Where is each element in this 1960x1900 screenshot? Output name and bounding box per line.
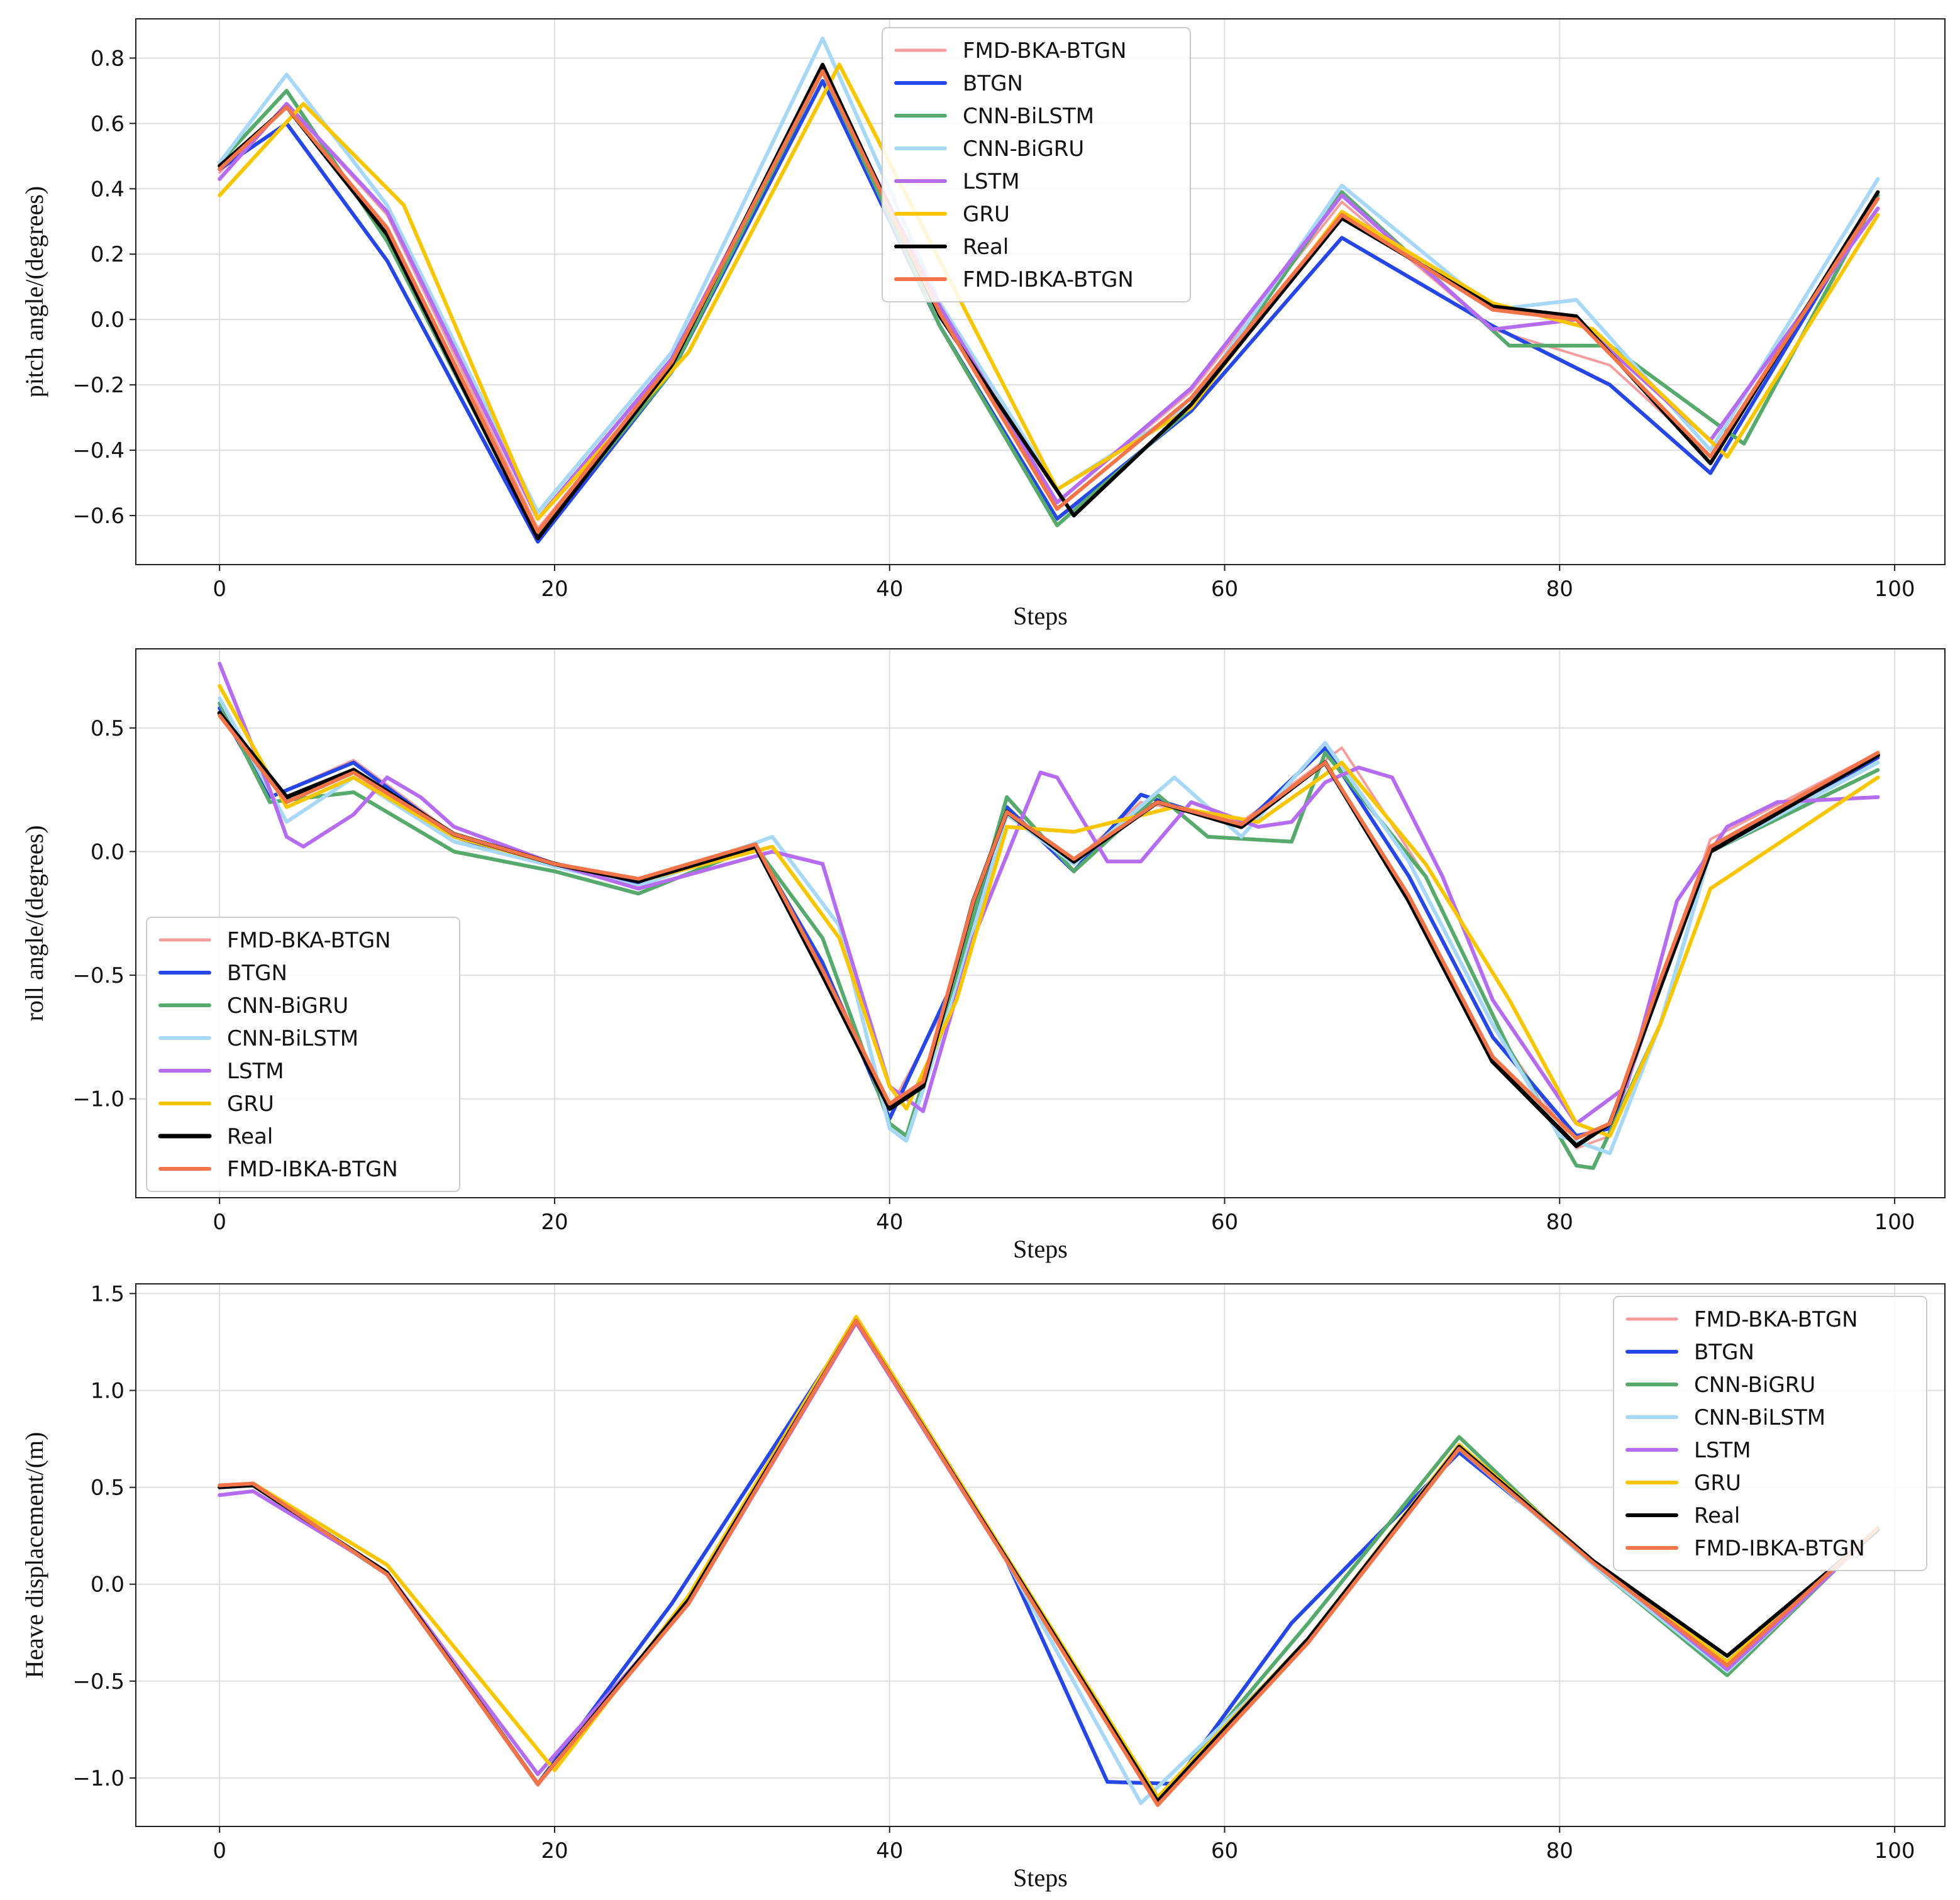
pitch-series-fmd-ibka-btgn	[218, 69, 1880, 534]
heave-ytick-label-0: −1.0	[72, 1766, 125, 1791]
roll-ytick-label-0: −1.0	[72, 1087, 125, 1112]
heave-legend: FMD-BKA-BTGN BTGN CNN-BiGRU CNN-BiLSTM LSTM G…	[1613, 1296, 1927, 1571]
pitch-ytick-label-0: −0.6	[72, 504, 125, 529]
pitch-ytick-label-4: 0.2	[91, 242, 125, 267]
pitch-ytick-label-1: −0.4	[72, 438, 125, 463]
plot-heave: 0 20 40 60 80 100 −1.0 −0.5 0.0 0.5 1.0 1.5 Steps Hea…	[20, 1281, 1946, 1892]
pitch-ylabel: pitch angle/(degrees)	[20, 186, 48, 398]
pitch-series-gru	[218, 62, 1880, 521]
heave-legend-label-7: FMD-IBKA-BTGN	[1694, 1536, 1865, 1561]
heave-ytick-label-2: 0.0	[91, 1572, 125, 1598]
roll-ytick-label-3: 0.5	[91, 716, 125, 741]
pitch-legend-label-0: FMD-BKA-BTGN	[963, 38, 1127, 64]
heave-legend-label-5: GRU	[1694, 1471, 1741, 1496]
pitch-xtick-label-5: 100	[1874, 577, 1915, 602]
pitch-series-real	[218, 62, 1880, 541]
roll-xtick-label-1: 20	[541, 1210, 568, 1235]
pitch-ytick-label-2: −0.2	[72, 373, 125, 398]
pitch-xtick-label-3: 60	[1211, 577, 1238, 602]
roll-ytick-label-1: −0.5	[72, 963, 125, 988]
pitch-legend-label-5: GRU	[963, 202, 1010, 227]
pitch-xlabel: Steps	[1013, 602, 1068, 630]
roll-ylabel: roll angle/(degrees)	[20, 825, 48, 1021]
heave-legend-label-2: CNN-BiGRU	[1694, 1373, 1815, 1398]
pitch-xtick-label-1: 20	[541, 577, 568, 602]
roll-xtick-label-0: 0	[213, 1210, 226, 1235]
roll-legend-label-4: LSTM	[227, 1059, 284, 1084]
heave-axes-frame	[135, 1283, 1946, 1827]
pitch-legend-label-2: CNN-BiLSTM	[963, 104, 1094, 129]
roll-series-lstm	[218, 661, 1880, 1125]
heave-ytick-label-1: −0.5	[72, 1669, 125, 1694]
roll-xtick-label-3: 60	[1211, 1210, 1238, 1235]
pitch-legend-label-7: FMD-IBKA-BTGN	[963, 267, 1134, 292]
pitch-axes-frame	[135, 18, 1946, 565]
pitch-legend-label-3: CNN-BiGRU	[963, 136, 1084, 162]
roll-xtick-label-5: 100	[1874, 1210, 1915, 1235]
pitch-ytick-label-7: 0.8	[91, 46, 125, 71]
pitch-xtick-label-4: 80	[1546, 577, 1573, 602]
roll-legend-label-0: FMD-BKA-BTGN	[227, 928, 391, 953]
roll-ytick-label-2: 0.0	[91, 839, 125, 864]
pitch-xtick-label-2: 40	[876, 577, 903, 602]
heave-legend-label-1: BTGN	[1694, 1340, 1754, 1365]
roll-legend-label-5: GRU	[227, 1091, 274, 1117]
heave-xtick-label-3: 60	[1211, 1838, 1238, 1864]
pitch-legend-label-4: LSTM	[963, 169, 1020, 194]
pitch-ytick-label-3: 0.0	[91, 307, 125, 333]
roll-legend-label-6: Real	[227, 1124, 273, 1149]
roll-xtick-label-2: 40	[876, 1210, 903, 1235]
roll-legend-label-2: CNN-BiGRU	[227, 993, 348, 1019]
roll-series-cnn-bilstm	[218, 696, 1880, 1156]
roll-axes-frame	[135, 648, 1946, 1198]
heave-ytick-label-5: 1.5	[91, 1281, 125, 1306]
roll-legend-label-1: BTGN	[227, 961, 287, 986]
heave-xtick-label-2: 40	[876, 1838, 903, 1864]
pitch-series-cnn-bilstm	[218, 69, 1880, 538]
plot-pitch: 0 20 40 60 80 100 −0.6 −0.4 −0.2 0.0 0.2 0.4 0.6 0.8 S…	[20, 18, 1946, 630]
heave-xtick-label-5: 100	[1874, 1838, 1915, 1864]
roll-legend-box	[146, 917, 460, 1192]
plot-roll: 0 20 40 60 80 100 −1.0 −0.5 0.0 0.5 Steps roll angl…	[20, 648, 1946, 1263]
heave-ytick-label-3: 0.5	[91, 1476, 125, 1501]
roll-xtick-label-4: 80	[1546, 1210, 1573, 1235]
roll-series-fmd-ibka-btgn	[218, 714, 1880, 1141]
heave-xtick-label-1: 20	[541, 1838, 568, 1864]
pitch-ytick-label-5: 0.4	[91, 177, 125, 202]
pitch-legend: FMD-BKA-BTGN BTGN CNN-BiLSTM CNN-BiGRU LSTM G…	[882, 27, 1191, 302]
heave-xtick-label-0: 0	[213, 1838, 226, 1864]
heave-xtick-label-4: 80	[1546, 1838, 1573, 1864]
roll-xlabel: Steps	[1013, 1235, 1068, 1263]
heave-legend-label-3: CNN-BiLSTM	[1694, 1405, 1825, 1430]
pitch-xtick-label-0: 0	[213, 577, 226, 602]
roll-legend-label-7: FMD-IBKA-BTGN	[227, 1157, 398, 1182]
pitch-ytick-label-6: 0.6	[91, 111, 125, 136]
pitch-legend-label-6: Real	[963, 235, 1009, 260]
pitch-legend-box	[882, 27, 1191, 302]
roll-legend: FMD-BKA-BTGN BTGN CNN-BiGRU CNN-BiLSTM LSTM G…	[146, 917, 460, 1192]
pitch-legend-label-1: BTGN	[963, 71, 1023, 96]
heave-series-fmd-ibka-btgn	[218, 1318, 1880, 1808]
roll-legend-label-3: CNN-BiLSTM	[227, 1026, 358, 1051]
heave-legend-label-4: LSTM	[1694, 1438, 1751, 1463]
heave-legend-label-0: FMD-BKA-BTGN	[1694, 1307, 1858, 1332]
pitch-series-cnn-bigru	[218, 36, 1880, 514]
heave-xlabel: Steps	[1013, 1864, 1068, 1892]
heave-legend-label-6: Real	[1694, 1503, 1740, 1528]
heave-legend-box	[1613, 1296, 1927, 1571]
heave-ylabel: Heave displacement/(m)	[20, 1432, 48, 1678]
heave-ytick-label-4: 1.0	[91, 1379, 125, 1404]
